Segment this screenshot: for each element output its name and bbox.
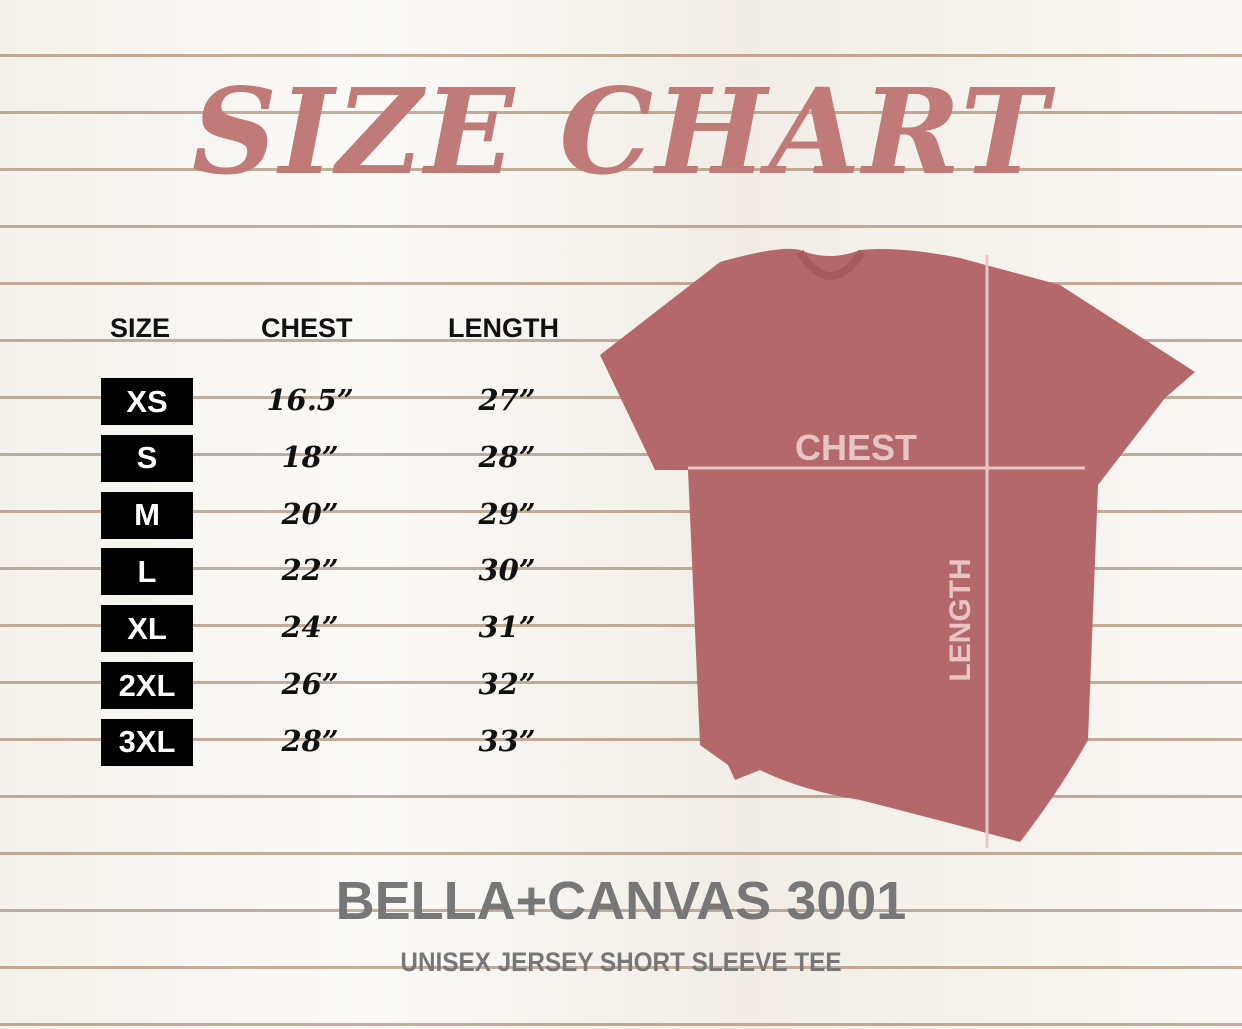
- brand-name: BELLA+CANVAS 3001: [335, 871, 907, 931]
- length-value: 28”: [478, 439, 536, 474]
- length-value: 33”: [478, 723, 536, 758]
- chest-value: 16.5”: [266, 383, 354, 417]
- header-chest: CHEST: [261, 313, 353, 343]
- length-value: 32”: [478, 667, 536, 701]
- length-label: LENGTH: [944, 558, 977, 681]
- size-badge: S: [101, 434, 193, 482]
- length-value: 27”: [478, 383, 536, 417]
- size-badge: M: [101, 491, 193, 539]
- product-subtitle: UNISEX JERSEY SHORT SLEEVE TEE: [400, 947, 842, 977]
- size-badge: L: [101, 548, 193, 596]
- length-value: 29”: [478, 496, 536, 531]
- size-badge: XL: [101, 605, 193, 653]
- header-length: LENGTH: [448, 313, 559, 343]
- chest-value: 24”: [281, 610, 339, 645]
- tshirt-shape: [600, 248, 1195, 842]
- chest-label: CHEST: [795, 427, 917, 468]
- size-badge: XS: [101, 378, 193, 425]
- length-value: 30”: [478, 553, 536, 588]
- chest-value: 18”: [281, 439, 339, 474]
- header-size: SIZE: [110, 313, 171, 343]
- chest-value: 28”: [281, 723, 339, 758]
- chest-value: 20”: [281, 496, 339, 531]
- page-title: SIZE CHART: [191, 62, 1051, 201]
- size-badge: 3XL: [101, 718, 193, 766]
- chest-value: 22”: [281, 553, 339, 588]
- chest-value: 26”: [281, 667, 339, 701]
- size-badge: 2XL: [101, 662, 193, 709]
- length-value: 31”: [478, 610, 536, 645]
